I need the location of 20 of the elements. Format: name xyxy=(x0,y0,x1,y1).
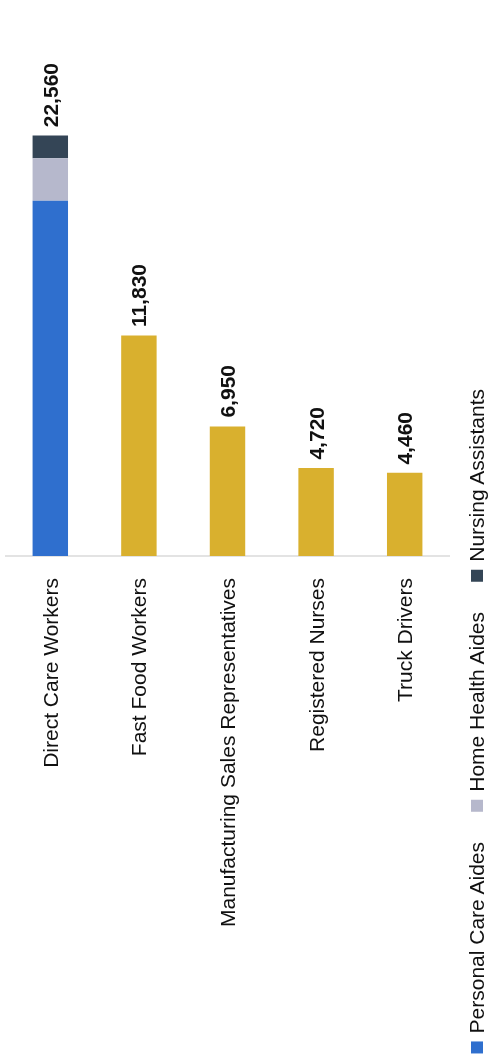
text: Nursing Assistants xyxy=(465,389,488,564)
x-tick-label: Manufacturing Sales Representatives xyxy=(216,578,239,928)
bar xyxy=(298,468,334,556)
text: Personal Care Aides xyxy=(465,841,488,1035)
bar xyxy=(32,200,69,556)
bar xyxy=(32,158,69,201)
bar xyxy=(386,472,423,556)
total-label: 22,560 xyxy=(38,63,62,128)
text: Home Health Aides xyxy=(465,611,488,794)
x-tick-label: Truck Drivers xyxy=(393,578,417,703)
x-tick-label: Registered Nurses xyxy=(304,578,328,752)
x-tick-label: Fast Food Workers xyxy=(127,578,151,757)
x-tick-label: Direct Care Workers xyxy=(38,578,62,768)
data-label: 6,950 xyxy=(216,365,239,418)
data-label: 11,830 xyxy=(127,264,151,328)
data-label: 4,720 xyxy=(304,407,328,460)
bar xyxy=(209,426,246,556)
bar xyxy=(32,135,69,159)
bar xyxy=(121,335,157,556)
data-label: 4,460 xyxy=(393,411,417,465)
